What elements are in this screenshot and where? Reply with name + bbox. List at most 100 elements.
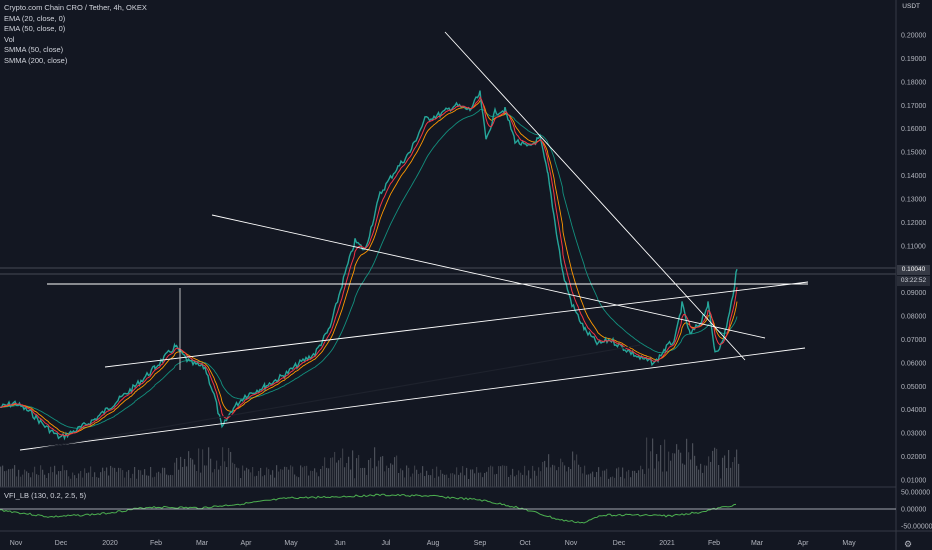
volume-bar [140,470,142,487]
volume-bar [630,477,632,487]
volume-bar [620,476,622,487]
volume-bar [598,467,600,487]
volume-bar [150,466,152,487]
volume-bar [696,465,698,487]
legend-ema50: EMA (50, close, 0) [4,24,66,33]
volume-bar [682,463,684,487]
time-tick-label: 2021 [659,540,675,547]
volume-bar [346,462,348,487]
price-tick-label: 0.17000 [901,103,926,110]
volume-bar [194,464,196,487]
volume-bar [644,473,646,487]
volume-bar [572,451,574,487]
volume-bar [722,457,724,487]
volume-bar [562,462,564,487]
volume-bar [82,477,84,487]
time-tick-label: Nov [565,540,578,547]
vfi-line [0,493,737,524]
vfi-tick-label: 0.00000 [901,507,926,514]
volume-bar [640,465,642,487]
volume-bar [58,471,60,487]
volume-bar [452,473,454,487]
volume-bar [176,457,178,487]
trendline[interactable] [19,347,806,451]
volume-bar [70,478,72,487]
volume-bar [324,457,326,487]
volume-bar [564,465,566,487]
volume-bar [420,472,422,487]
legend-smma200: SMMA (200, close) [4,55,68,65]
price-tick-label: 0.14000 [901,173,926,180]
price-tick-label: 0.20000 [901,33,926,40]
volume-bar [316,472,318,487]
chart-legend: Crypto.com Chain CRO / Tether, 4h, OKEX … [4,3,147,66]
volume-bar [528,470,530,487]
volume-bar [708,456,710,487]
volume-bar [672,453,674,487]
volume-bar [278,471,280,487]
volume-bar [8,469,10,487]
volume-bar [134,467,136,487]
volume-bar [606,468,608,487]
volume-bar [468,478,470,487]
volume-bar [600,476,602,487]
volume-bar [122,470,124,487]
volume-bar [290,465,292,487]
volume-bar [714,447,716,487]
volume-bar [394,457,396,487]
volume-bar [272,470,274,487]
volume-bar [372,468,374,487]
volume-bar [534,470,536,487]
volume-bar [400,468,402,487]
volume-bar [402,470,404,487]
trendline[interactable] [29,344,641,451]
volume-bar [638,470,640,487]
volume-bar [338,460,340,487]
volume-bar [254,476,256,487]
volume-bar [626,471,628,487]
time-tick-label: Jul [382,540,391,547]
volume-bar [6,470,8,487]
volume-bar [2,465,4,487]
volume-bar [348,456,350,487]
volume-bar [160,473,162,487]
volume-bar [392,464,394,487]
volume-bar [700,463,702,487]
volume-bar [488,467,490,487]
volume-bar [398,473,400,487]
trendline[interactable] [444,31,746,361]
volume-bar [282,469,284,487]
volume-bar [102,467,104,487]
smma-50-line [0,108,738,429]
volume-bar [90,466,92,487]
vfi-tick-label: 50.00000 [901,490,930,497]
volume-bar [68,476,70,487]
trendline[interactable] [211,214,766,339]
settings-gear-icon[interactable]: ⚙ [904,539,913,549]
volume-bar [612,476,614,487]
volume-bar [732,462,734,487]
volume-bar [204,465,206,487]
price-series [0,90,738,441]
volume-bar [172,475,174,487]
trendline[interactable] [104,281,809,368]
volume-bar [84,468,86,487]
volume-bar [48,473,50,487]
volume-bar [584,465,586,487]
volume-bar [180,456,182,487]
volume-bar [146,475,148,487]
volume-bar [666,471,668,487]
volume-bar [492,466,494,487]
volume-bar [198,448,200,487]
volume-bar [642,469,644,487]
volume-bar [434,477,436,487]
volume-bar [712,450,714,487]
time-tick-label: Feb [708,540,720,547]
volume-bar [126,471,128,487]
volume-bar [28,472,30,487]
volume-bar [738,463,740,487]
volume-bar [116,471,118,487]
volume-bar [138,469,140,487]
volume-bar [276,465,278,487]
volume-bar [230,451,232,487]
